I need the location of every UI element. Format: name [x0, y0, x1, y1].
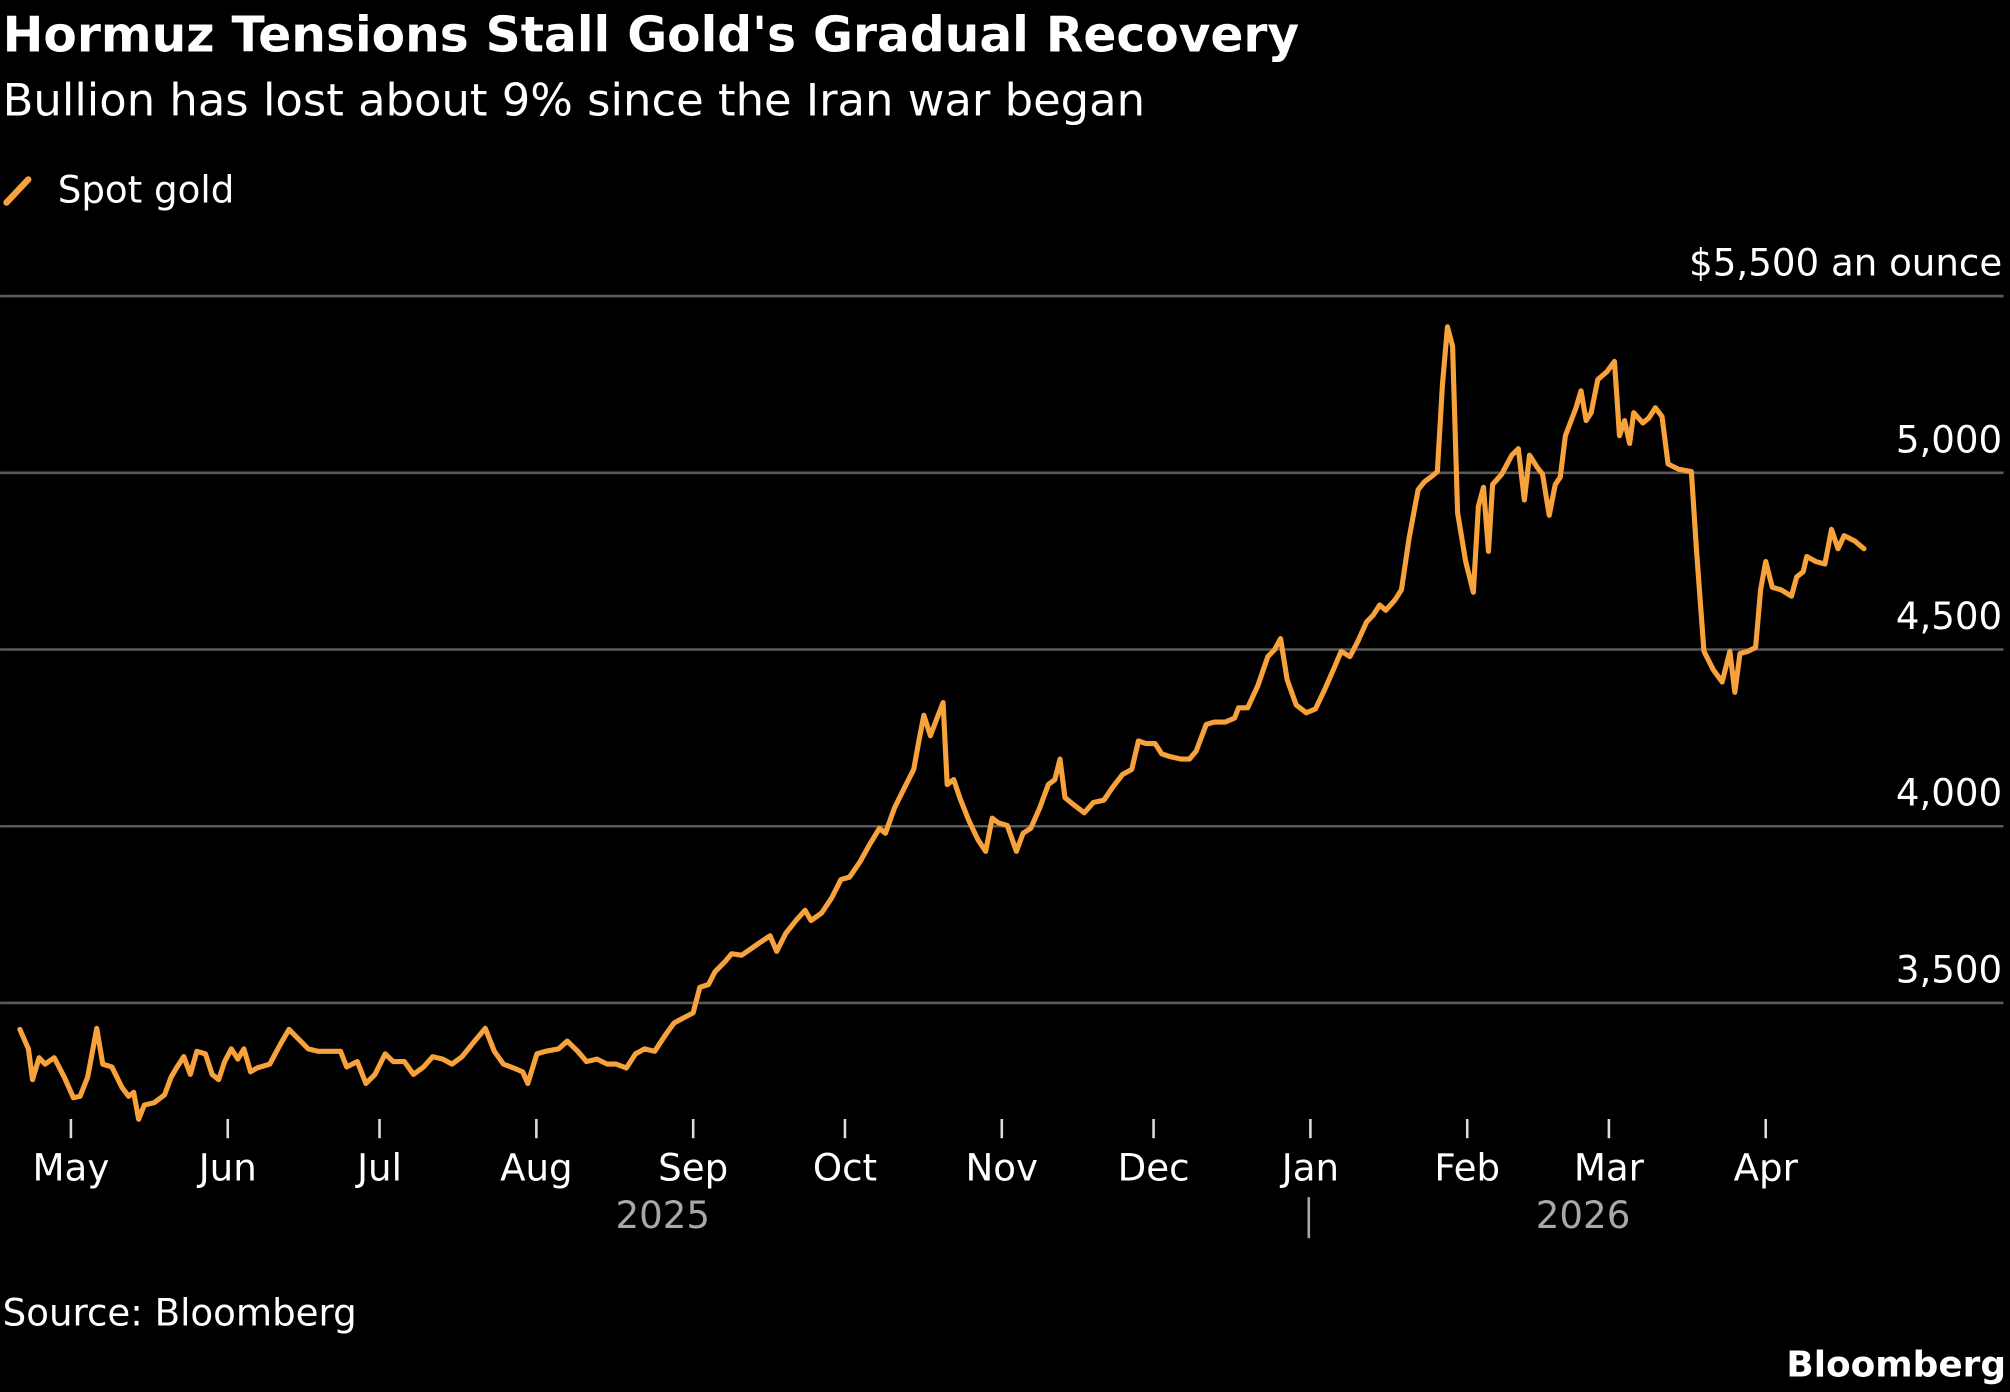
x-tick-label: Mar [1574, 1146, 1645, 1190]
y-tick-label: 5,000 [1896, 417, 2002, 461]
chart-title: Hormuz Tensions Stall Gold's Gradual Rec… [3, 7, 1300, 63]
year-label: 2026 [1536, 1193, 1631, 1237]
y-tick-label: $5,500 an ounce [1689, 241, 2002, 285]
x-tick-label: Jul [355, 1146, 402, 1190]
legend-swatch [3, 176, 32, 206]
credit: Bloomberg [1786, 1345, 2006, 1386]
x-tick-label: Feb [1434, 1146, 1500, 1190]
series-line [17, 324, 1867, 1122]
x-tick-label: May [33, 1146, 110, 1190]
x-tick-label: Aug [500, 1146, 573, 1190]
x-tick-label: Oct [813, 1146, 877, 1190]
year-label: 2025 [615, 1193, 710, 1237]
x-tick-label: Dec [1118, 1146, 1190, 1190]
x-tick-label: Nov [966, 1146, 1039, 1190]
x-tick-label: Jan [1280, 1146, 1339, 1190]
y-tick-label: 4,000 [1896, 771, 2002, 815]
source: Source: Bloomberg [3, 1290, 357, 1334]
chart-subtitle: Bullion has lost about 9% since the Iran… [3, 73, 1145, 126]
x-tick-label: Jun [197, 1146, 257, 1190]
x-tick-label: Apr [1734, 1146, 1799, 1190]
y-tick-label: 4,500 [1896, 594, 2002, 638]
x-tick-label: Sep [658, 1146, 728, 1190]
legend-label: Spot gold [58, 168, 235, 212]
y-tick-label: 3,500 [1896, 947, 2002, 991]
